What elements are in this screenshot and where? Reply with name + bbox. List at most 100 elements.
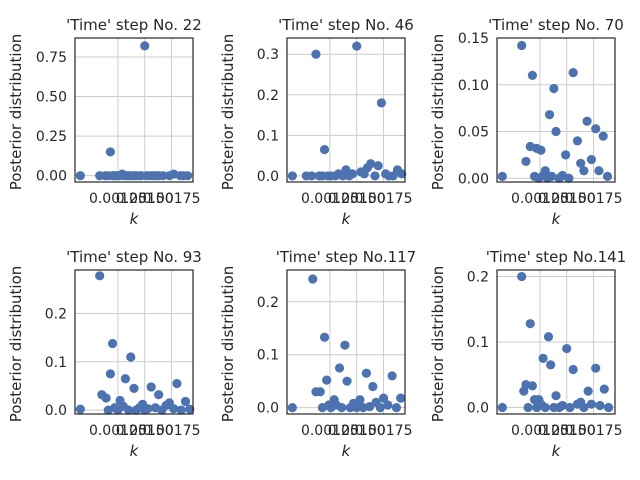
data-point [75,171,85,181]
subplot-title: 'Time' step No.141 [486,248,626,266]
data-point [169,404,179,414]
y-tick-label: 0.10 [458,78,489,94]
data-point [602,171,613,181]
x-axis-label: k [130,442,140,460]
data-point [319,144,330,155]
data-point [129,383,139,393]
data-point [576,158,586,168]
y-tick-label: 0.0 [45,403,67,419]
data-point [561,150,571,160]
data-point [551,126,561,137]
x-tick-label: 0.00150 [328,423,386,439]
data-point [361,368,371,378]
data-point [143,404,153,414]
x-axis-label: k [130,210,140,228]
subplot-title: 'Time' step No. 46 [278,16,414,34]
data-point [307,171,317,181]
y-tick-label: 0.25 [36,129,67,145]
y-tick-label: 0.50 [36,90,67,106]
data-point [497,171,507,181]
data-point [579,402,589,413]
data-point [376,98,386,108]
x-axis-label: k [342,210,352,228]
data-point [95,271,105,281]
data-point [340,340,350,350]
axes-frame [74,37,194,183]
x-tick-label: 0.00150 [538,191,596,207]
data-point [383,400,393,410]
data-point [183,171,193,181]
data-point [337,403,347,413]
y-axis-label: Posterior distribution [219,34,237,191]
y-tick-label: 0.1 [467,335,489,351]
data-point [595,400,605,411]
subplot-title: 'Time' step No.117 [276,248,416,266]
y-tick-label: 0.2 [257,88,279,104]
data-point [396,393,406,403]
data-point [352,41,362,51]
data-point [525,319,535,329]
data-point [158,171,168,181]
y-tick-label: 0.1 [45,355,67,371]
data-point [586,399,597,409]
y-tick-label: 0.05 [458,125,489,141]
axes-frame [286,37,406,183]
data-point [101,393,111,403]
y-axis-label: Posterior distribution [429,266,447,423]
axes-frame [496,269,616,415]
x-axis-label: k [552,442,562,460]
x-tick-label: 0.00175 [355,423,413,439]
data-point [549,83,559,94]
y-tick-label: 0.1 [257,128,279,144]
data-point [523,402,533,413]
data-point [583,386,593,396]
y-tick-label: 0.00 [458,171,489,187]
data-point [562,343,572,354]
data-point [368,381,378,392]
data-point [375,403,385,413]
data-point [540,166,550,176]
data-point [547,171,557,181]
data-point [521,156,531,167]
y-tick-label: 0.15 [458,31,489,47]
data-point [176,405,186,415]
y-tick-label: 0.3 [257,47,279,63]
axes-frame [286,269,406,415]
data-point [154,390,164,400]
data-point [180,396,191,407]
data-point [146,382,156,392]
data-point [172,378,182,389]
subplot-title: 'Time' step No. 70 [488,16,624,34]
data-point [594,166,604,176]
data-point [564,173,574,183]
data-point [546,360,556,370]
x-tick-label: 0.00125 [301,423,359,439]
data-point [572,136,583,146]
y-axis-label: Posterior distribution [7,266,25,423]
data-point [586,154,597,165]
y-axis-label: Posterior distribution [219,266,237,423]
data-point [517,271,527,282]
data-point [543,332,554,342]
x-tick-label: 0.00125 [301,191,359,207]
data-point [107,338,118,349]
axes-frame [74,269,194,415]
data-point [568,67,578,78]
subplot-title: 'Time' step No. 22 [66,16,202,34]
data-point [287,171,297,181]
x-tick-label: 0.00175 [143,423,201,439]
x-tick-label: 0.00125 [511,423,569,439]
data-point [397,169,407,179]
y-tick-label: 0.2 [467,270,489,286]
x-tick-label: 0.00175 [355,191,413,207]
data-point [527,70,538,81]
data-point [322,375,332,385]
y-axis-label: Posterior distribution [429,34,447,191]
x-tick-label: 0.00175 [143,191,201,207]
data-point [311,49,321,59]
data-point [315,387,325,397]
axes-frame [496,37,616,183]
